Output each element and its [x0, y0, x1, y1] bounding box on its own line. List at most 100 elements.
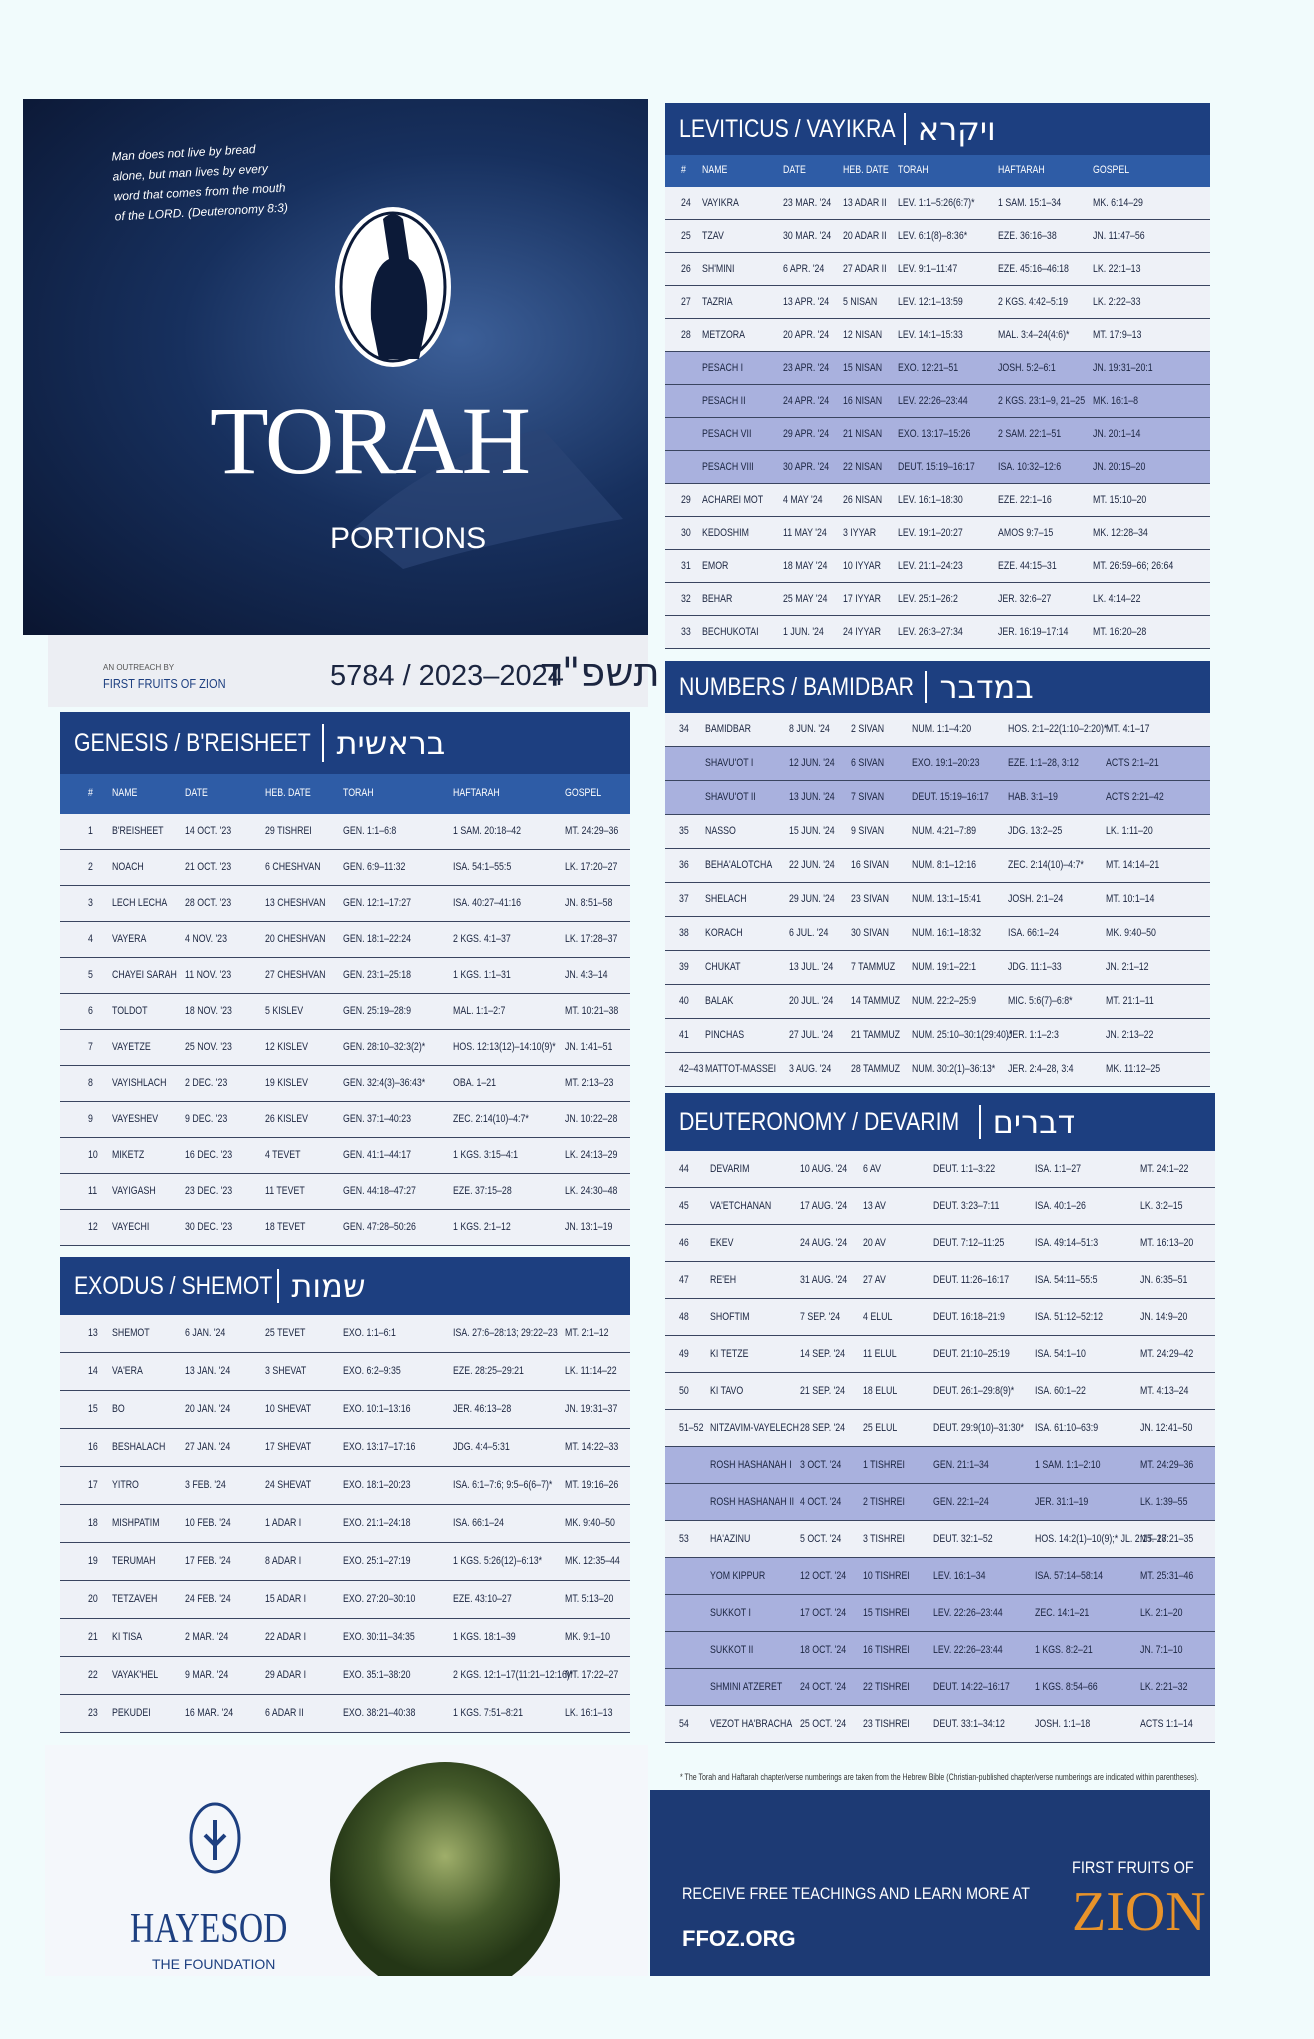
cover-subtitle: PORTIONS: [330, 522, 487, 555]
section-title-hebrew: בראשית: [336, 724, 446, 762]
section-title-bar: EXODUS / SHEMOT שמות: [60, 1257, 630, 1315]
cell: 3 SHEVAT: [265, 1365, 307, 1377]
portion-row: 20 TETZAVEH 24 FEB. '24 15 ADAR I EXO. 27:20…: [60, 1581, 630, 1619]
cell: VAYERA: [112, 933, 147, 945]
cell: JN. 7:1–10: [1140, 1643, 1183, 1656]
cell: LK. 16:1–13: [565, 1707, 613, 1719]
cell: 13 JUN. '24: [789, 791, 835, 803]
cell: 6 JAN. '24: [185, 1327, 226, 1339]
cell: MT. 5:13–20: [565, 1593, 614, 1605]
cell: 12: [88, 1221, 98, 1233]
cell: EXO. 13:17–15:26: [898, 427, 971, 440]
cell: LK. 1:39–55: [1140, 1495, 1188, 1508]
cell: ISA. 10:32–12:6: [998, 460, 1062, 473]
portion-row: 26 SH'MINI 6 APR. '24 27 ADAR II LEV. 9:1–11…: [665, 253, 1210, 286]
cell: MT. 2:13–23: [565, 1077, 614, 1089]
cell: SHELACH: [705, 893, 747, 905]
portion-row: 6 TOLDOT 18 NOV. '23 5 KISLEV GEN. 25:19–28:…: [60, 994, 630, 1030]
cell: 22 JUN. '24: [789, 859, 835, 871]
cell: 30 DEC. '23: [185, 1221, 233, 1233]
section-title-hebrew: במדבר: [939, 668, 1034, 706]
cell: 13 JUL. '24: [789, 961, 834, 973]
holiday-row: PESACH VIII 30 APR. '24 22 NISAN DEUT. 15:1…: [665, 451, 1210, 484]
cell: JN. 6:35–51: [1140, 1273, 1188, 1286]
cell: MT. 14:22–33: [565, 1441, 619, 1453]
cell: 30: [681, 526, 691, 539]
cell: 15 NISAN: [843, 361, 883, 374]
portion-row: 37 SHELACH 29 JUN. '24 23 SIVAN NUM. 13:1–15…: [665, 883, 1210, 917]
cell: 17: [88, 1479, 98, 1491]
cell: 26 NISAN: [843, 493, 883, 506]
column-label: TORAH: [898, 164, 929, 176]
cell: VAYAK'HEL: [112, 1669, 159, 1681]
cell: 1 KGS. 7:51–8:21: [453, 1707, 523, 1719]
footer: [650, 1790, 1210, 1976]
cell: GEN. 41:1–44:17: [343, 1149, 412, 1161]
cell: EXO. 27:20–30:10: [343, 1593, 416, 1605]
cell: LEV. 26:3–27:34: [898, 625, 963, 638]
portion-row: 15 BO 20 JAN. '24 10 SHEVAT EXO. 10:1–13:16 J…: [60, 1391, 630, 1429]
cover-band: [48, 635, 648, 707]
cell: 27 JUL. '24: [789, 1029, 834, 1041]
cell: 12 KISLEV: [265, 1041, 309, 1053]
cell: 34: [679, 723, 689, 735]
cell: 1 KGS. 18:1–39: [453, 1631, 516, 1643]
column-label: GOSPEL: [565, 787, 602, 799]
cell: NUM. 22:2–25:9: [912, 995, 977, 1007]
cell: PESACH VIII: [702, 460, 754, 473]
cell: SHEMOT: [112, 1327, 150, 1339]
cell: 17 AUG. '24: [800, 1199, 848, 1212]
cell: MT. 17:22–27: [565, 1669, 619, 1681]
cell: ISA. 54:11–55:5: [1035, 1273, 1098, 1286]
tree: [330, 1762, 560, 1976]
holiday-row: SUKKOT II 18 OCT. '24 16 TISHREI LEV. 22:26…: [665, 1632, 1215, 1669]
portion-row: 10 MIKETZ 16 DEC. '23 4 TEVET GEN. 41:1–44:1…: [60, 1138, 630, 1174]
cell: 23: [88, 1707, 98, 1719]
title-divider: [903, 113, 906, 145]
column-label: NAME: [112, 787, 138, 799]
portion-row: 39 CHUKAT 13 JUL. '24 7 TAMMUZ NUM. 19:1–22:…: [665, 951, 1210, 985]
cell: 31: [681, 559, 691, 572]
cell: MT. 25:31–46: [1140, 1569, 1194, 1582]
cell: CHUKAT: [705, 961, 741, 973]
cell: 22 TISHREI: [863, 1680, 910, 1693]
cell: GEN. 22:1–24: [933, 1495, 989, 1508]
portion-row: 27 TAZRIA 13 APR. '24 5 NISAN LEV. 12:1–13:5…: [665, 286, 1210, 319]
portion-row: 9 VAYESHEV 9 DEC. '23 26 KISLEV GEN. 37:1–40…: [60, 1102, 630, 1138]
cell: 6: [88, 1005, 93, 1017]
cell: EXO. 13:17–17:16: [343, 1441, 416, 1453]
cell: KI TAVO: [710, 1384, 744, 1397]
cell: ISA. 61:10–63:9: [1035, 1421, 1099, 1434]
cell: 10 SHEVAT: [265, 1403, 312, 1415]
cell: 33: [681, 625, 691, 638]
cell: 4 OCT. '24: [800, 1495, 842, 1508]
cell: 20 ADAR II: [843, 229, 887, 242]
cell: DEUT. 29:9(10)–31:30*: [933, 1421, 1024, 1434]
cell: 28 SEP. '24: [800, 1421, 846, 1434]
cell: GEN. 32:4(3)–36:43*: [343, 1077, 426, 1089]
cell: 25 NOV. '23: [185, 1041, 232, 1053]
cell: HOS. 12:13(12)–14:10(9)*: [453, 1041, 556, 1053]
cell: DEUT. 11:26–16:17: [933, 1273, 1010, 1286]
cell: MT. 24:29–42: [1140, 1347, 1194, 1360]
cell: ISA. 1:1–27: [1035, 1162, 1081, 1175]
cell: 18 MAY '24: [783, 559, 828, 572]
cell: 1 TISHREI: [863, 1458, 905, 1471]
quote: Man does not live by bread alone, but ma…: [111, 142, 289, 224]
cell: 7 SEP. '24: [800, 1310, 841, 1323]
cell: 2: [88, 861, 93, 873]
cell: LK. 2:21–32: [1140, 1680, 1188, 1693]
cell: LEV. 25:1–26:2: [898, 592, 958, 605]
section-title-bar: DEUTERONOMY / DEVARIM דברים: [665, 1093, 1215, 1151]
section-title: EXODUS / SHEMOT: [74, 1271, 273, 1300]
cell: 29 ADAR I: [265, 1669, 307, 1681]
cell: JN. 4:3–14: [565, 969, 608, 981]
cell: 16 NISAN: [843, 394, 883, 407]
cell: LEV. 22:26–23:44: [933, 1606, 1003, 1619]
cell: 11: [88, 1185, 98, 1197]
cell: EZE. 44:15–31: [998, 559, 1057, 572]
cell: BESHALACH: [112, 1441, 166, 1453]
cell: 16: [88, 1441, 98, 1453]
holiday-row: PESACH II 24 APR. '24 16 NISAN LEV. 22:26–2…: [665, 385, 1210, 418]
